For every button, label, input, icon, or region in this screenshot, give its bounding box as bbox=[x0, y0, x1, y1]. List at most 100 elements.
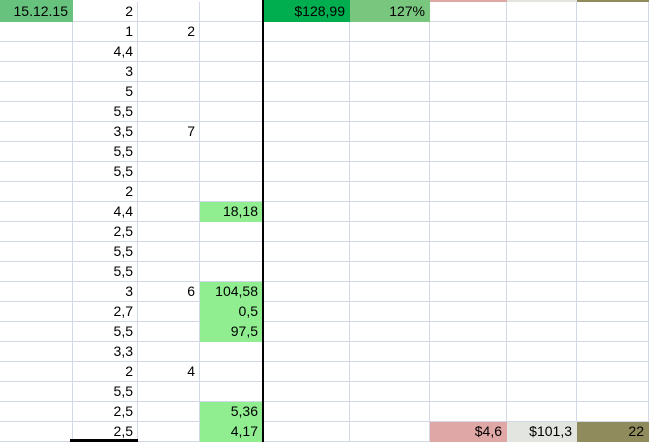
cell-F9[interactable] bbox=[350, 162, 430, 182]
cell-H20[interactable] bbox=[507, 382, 577, 402]
cell-H5[interactable] bbox=[507, 82, 577, 102]
cell-E17[interactable] bbox=[263, 322, 350, 342]
cell-F10[interactable] bbox=[350, 182, 430, 202]
cell-D5[interactable] bbox=[200, 82, 263, 102]
cell-I13[interactable] bbox=[577, 242, 649, 262]
cell-D14[interactable] bbox=[200, 262, 263, 282]
cell-I2[interactable] bbox=[577, 22, 649, 42]
cell-C7[interactable]: 7 bbox=[138, 122, 200, 142]
cell-F3[interactable] bbox=[350, 42, 430, 62]
cell-G17[interactable] bbox=[430, 322, 507, 342]
cell-C17[interactable] bbox=[138, 322, 200, 342]
cell-F8[interactable] bbox=[350, 142, 430, 162]
cell-A4[interactable] bbox=[0, 62, 73, 82]
cell-G22[interactable]: $4,6 bbox=[430, 422, 507, 442]
cell-E6[interactable] bbox=[263, 102, 350, 122]
cell-C20[interactable] bbox=[138, 382, 200, 402]
cell-G4[interactable] bbox=[430, 62, 507, 82]
cell-F11[interactable] bbox=[350, 202, 430, 222]
cell-E13[interactable] bbox=[263, 242, 350, 262]
cell-H19[interactable] bbox=[507, 362, 577, 382]
cell-B18[interactable]: 3,3 bbox=[73, 342, 138, 362]
cell-G16[interactable] bbox=[430, 302, 507, 322]
cell-B1[interactable]: 2 bbox=[73, 2, 138, 22]
cell-A14[interactable] bbox=[0, 262, 73, 282]
cell-E5[interactable] bbox=[263, 82, 350, 102]
cell-A8[interactable] bbox=[0, 142, 73, 162]
cell-E22[interactable] bbox=[263, 422, 350, 442]
cell-A19[interactable] bbox=[0, 362, 73, 382]
cell-C8[interactable] bbox=[138, 142, 200, 162]
cell-E9[interactable] bbox=[263, 162, 350, 182]
cell-C9[interactable] bbox=[138, 162, 200, 182]
cell-B2[interactable]: 1 bbox=[73, 22, 138, 42]
cell-A5[interactable] bbox=[0, 82, 73, 102]
cell-F22[interactable] bbox=[350, 422, 430, 442]
cell-I5[interactable] bbox=[577, 82, 649, 102]
cell-H11[interactable] bbox=[507, 202, 577, 222]
cell-D6[interactable] bbox=[200, 102, 263, 122]
cell-I7[interactable] bbox=[577, 122, 649, 142]
cell-H3[interactable] bbox=[507, 42, 577, 62]
cell-B14[interactable]: 5,5 bbox=[73, 262, 138, 282]
cell-E21[interactable] bbox=[263, 402, 350, 422]
cell-C2[interactable]: 2 bbox=[138, 22, 200, 42]
cell-A22[interactable] bbox=[0, 422, 73, 442]
cell-I3[interactable] bbox=[577, 42, 649, 62]
cell-B9[interactable]: 5,5 bbox=[73, 162, 138, 182]
cell-B16[interactable]: 2,7 bbox=[73, 302, 138, 322]
cell-H18[interactable] bbox=[507, 342, 577, 362]
cell-A11[interactable] bbox=[0, 202, 73, 222]
cell-C21[interactable] bbox=[138, 402, 200, 422]
cell-H13[interactable] bbox=[507, 242, 577, 262]
cell-E1[interactable]: $128,99 bbox=[263, 2, 350, 22]
cell-E20[interactable] bbox=[263, 382, 350, 402]
cell-A10[interactable] bbox=[0, 182, 73, 202]
cell-I12[interactable] bbox=[577, 222, 649, 242]
cell-I1[interactable] bbox=[577, 2, 649, 22]
cell-C6[interactable] bbox=[138, 102, 200, 122]
cell-I17[interactable] bbox=[577, 322, 649, 342]
cell-I15[interactable] bbox=[577, 282, 649, 302]
cell-F13[interactable] bbox=[350, 242, 430, 262]
cell-B12[interactable]: 2,5 bbox=[73, 222, 138, 242]
cell-F2[interactable] bbox=[350, 22, 430, 42]
cell-I21[interactable] bbox=[577, 402, 649, 422]
cell-E14[interactable] bbox=[263, 262, 350, 282]
cell-G10[interactable] bbox=[430, 182, 507, 202]
cell-B19[interactable]: 2 bbox=[73, 362, 138, 382]
cell-G2[interactable] bbox=[430, 22, 507, 42]
cell-I19[interactable] bbox=[577, 362, 649, 382]
cell-B21[interactable]: 2,5 bbox=[73, 402, 138, 422]
cell-I22[interactable]: 22 bbox=[577, 422, 649, 442]
cell-D20[interactable] bbox=[200, 382, 263, 402]
cell-G11[interactable] bbox=[430, 202, 507, 222]
cell-A3[interactable] bbox=[0, 42, 73, 62]
cell-B15[interactable]: 3 bbox=[73, 282, 138, 302]
cell-G1[interactable] bbox=[430, 2, 507, 22]
cell-C3[interactable] bbox=[138, 42, 200, 62]
cell-D3[interactable] bbox=[200, 42, 263, 62]
cell-D4[interactable] bbox=[200, 62, 263, 82]
cell-E12[interactable] bbox=[263, 222, 350, 242]
cell-F17[interactable] bbox=[350, 322, 430, 342]
cell-B4[interactable]: 3 bbox=[73, 62, 138, 82]
cell-C19[interactable]: 4 bbox=[138, 362, 200, 382]
cell-G9[interactable] bbox=[430, 162, 507, 182]
cell-F19[interactable] bbox=[350, 362, 430, 382]
cell-F4[interactable] bbox=[350, 62, 430, 82]
cell-H12[interactable] bbox=[507, 222, 577, 242]
cell-G21[interactable] bbox=[430, 402, 507, 422]
cell-A15[interactable] bbox=[0, 282, 73, 302]
cell-B17[interactable]: 5,5 bbox=[73, 322, 138, 342]
cell-E18[interactable] bbox=[263, 342, 350, 362]
cell-D12[interactable] bbox=[200, 222, 263, 242]
cell-B5[interactable]: 5 bbox=[73, 82, 138, 102]
cell-H17[interactable] bbox=[507, 322, 577, 342]
cell-B3[interactable]: 4,4 bbox=[73, 42, 138, 62]
cell-G8[interactable] bbox=[430, 142, 507, 162]
cell-A16[interactable] bbox=[0, 302, 73, 322]
cell-I18[interactable] bbox=[577, 342, 649, 362]
cell-F20[interactable] bbox=[350, 382, 430, 402]
cell-G20[interactable] bbox=[430, 382, 507, 402]
